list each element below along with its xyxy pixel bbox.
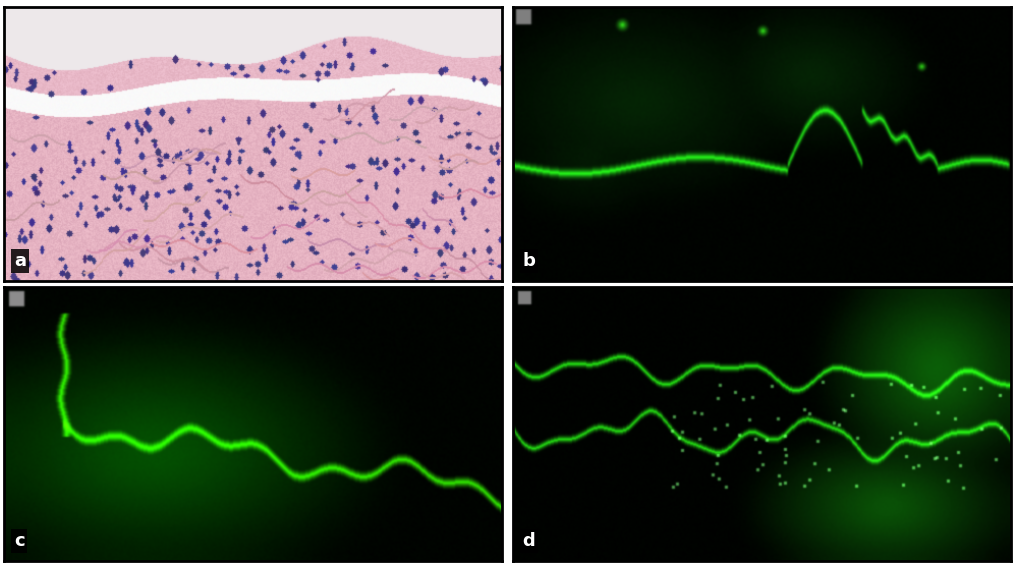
Text: a: a xyxy=(14,252,26,270)
Text: d: d xyxy=(523,532,535,550)
Text: c: c xyxy=(14,532,24,550)
Text: b: b xyxy=(523,252,536,270)
